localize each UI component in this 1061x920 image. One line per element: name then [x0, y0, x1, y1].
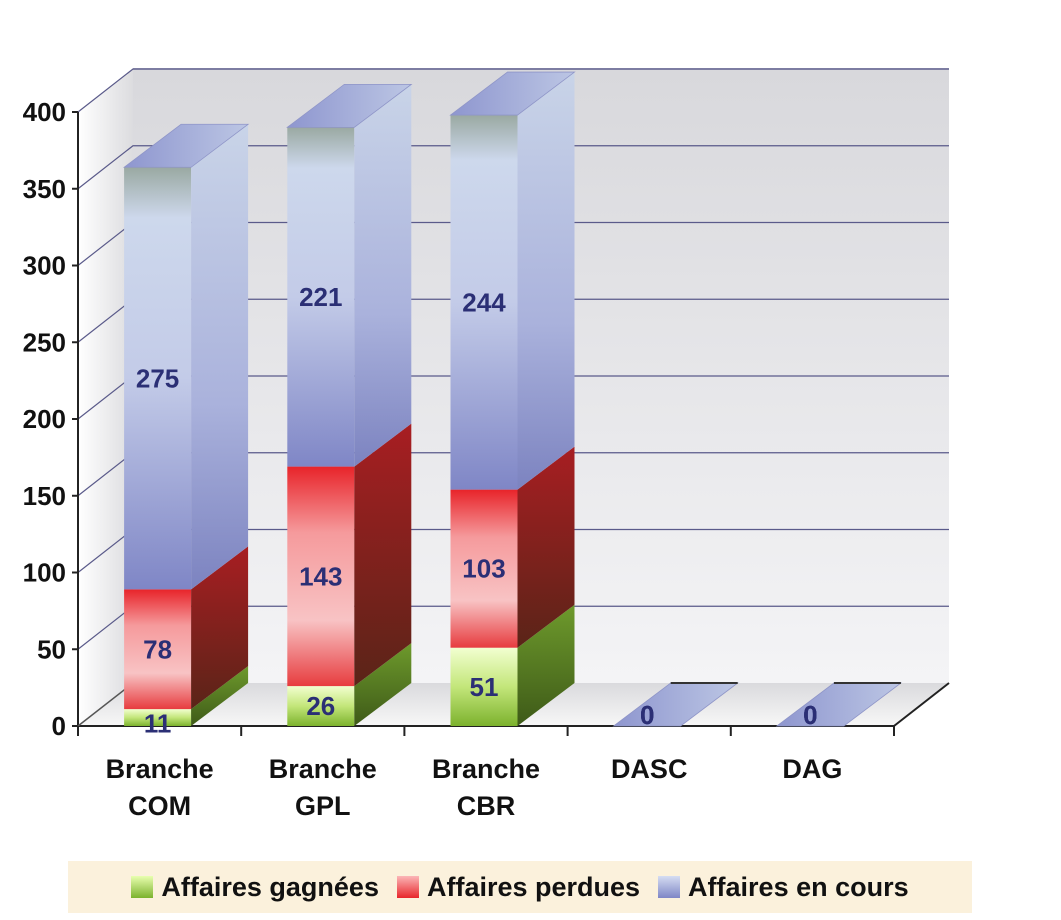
x-axis-depth [893, 682, 950, 727]
data-label: 143 [299, 561, 342, 591]
y-tick-label: 250 [23, 327, 66, 357]
bar-segment-front [124, 167, 192, 590]
bar-segment-side [191, 666, 249, 726]
x-tick-label: Branche GPL [269, 754, 377, 821]
y-tick-label: 300 [23, 251, 66, 281]
x-tick-label: Branche COM [106, 754, 214, 821]
data-label: 0 [803, 700, 817, 730]
legend-swatch-lost [396, 876, 419, 898]
data-label: 0 [803, 700, 817, 730]
y-tick-label: 350 [23, 174, 66, 204]
legend-swatch-won [131, 876, 154, 898]
bar-segment-front [450, 115, 518, 490]
legend: Affaires gagnées Affaires perdues Affair… [68, 861, 972, 913]
gridline [77, 145, 949, 190]
bar-stack [122, 123, 250, 726]
bar-segment-front [450, 489, 518, 648]
data-label: 51 [470, 672, 499, 702]
floor-edge [77, 682, 134, 727]
bar-stack [775, 682, 903, 727]
data-label: 221 [299, 282, 342, 312]
bar-segment-side [354, 423, 412, 687]
bar-segment-front [124, 709, 192, 726]
bar-top [449, 71, 576, 116]
x-tick-label: DAG [782, 754, 842, 784]
bar-stack [286, 83, 413, 726]
bar-segment-front [450, 647, 518, 726]
bar-top [286, 83, 413, 128]
data-label: 0 [640, 700, 654, 730]
bar-segment-side [517, 72, 575, 490]
legend-item-lost: Affaires perdues [396, 871, 641, 903]
x-tick-label: Branche CBR [432, 754, 540, 821]
bar-top [122, 123, 250, 168]
y-tick-label: 0 [52, 711, 66, 741]
y-tick-label: 100 [23, 558, 66, 588]
y-tick-label: 200 [23, 404, 66, 434]
data-label: 0 [640, 700, 654, 730]
legend-item-won: Affaires gagnées [131, 872, 379, 903]
bar-segment-side [517, 604, 575, 726]
data-label: 26 [306, 691, 335, 721]
bar-segment-side [517, 446, 575, 648]
data-label: 11 [144, 709, 172, 739]
bar-segment-front [287, 127, 355, 467]
data-label: 275 [136, 363, 179, 393]
y-tick-label: 400 [23, 97, 66, 127]
bar-segment-side [354, 84, 412, 467]
data-label: 78 [143, 634, 172, 664]
bar-segment-side [191, 124, 249, 590]
bar-segment-front [124, 589, 192, 710]
bar-stack [449, 71, 576, 726]
data-label: 0 [640, 700, 654, 730]
data-label: 244 [462, 287, 506, 317]
x-tick-label: DASC [611, 754, 688, 784]
data-label: 0 [803, 700, 817, 730]
data-label: 103 [462, 554, 505, 584]
legend-label-ongoing: Affaires en cours [688, 871, 909, 902]
stacked-bar-chart: 0 50 100 150 200 250 300 350 400 Branche COM Branch… [23, 68, 950, 821]
bar-segment-side [354, 643, 412, 726]
bar-stack [612, 682, 739, 727]
legend-swatch-ongoing [658, 876, 681, 898]
y-tick-label: 150 [23, 481, 66, 511]
y-tick-label: 50 [37, 634, 66, 664]
bar-segment-front [287, 686, 355, 726]
legend-item-ongoing: Affaires en cours [658, 872, 909, 903]
legend-label-won: Affaires gagnées [161, 871, 379, 902]
bar-segment-side [191, 546, 249, 710]
legend-label-lost: Affaires perdues [426, 871, 641, 902]
bar-segment-front [287, 466, 355, 687]
